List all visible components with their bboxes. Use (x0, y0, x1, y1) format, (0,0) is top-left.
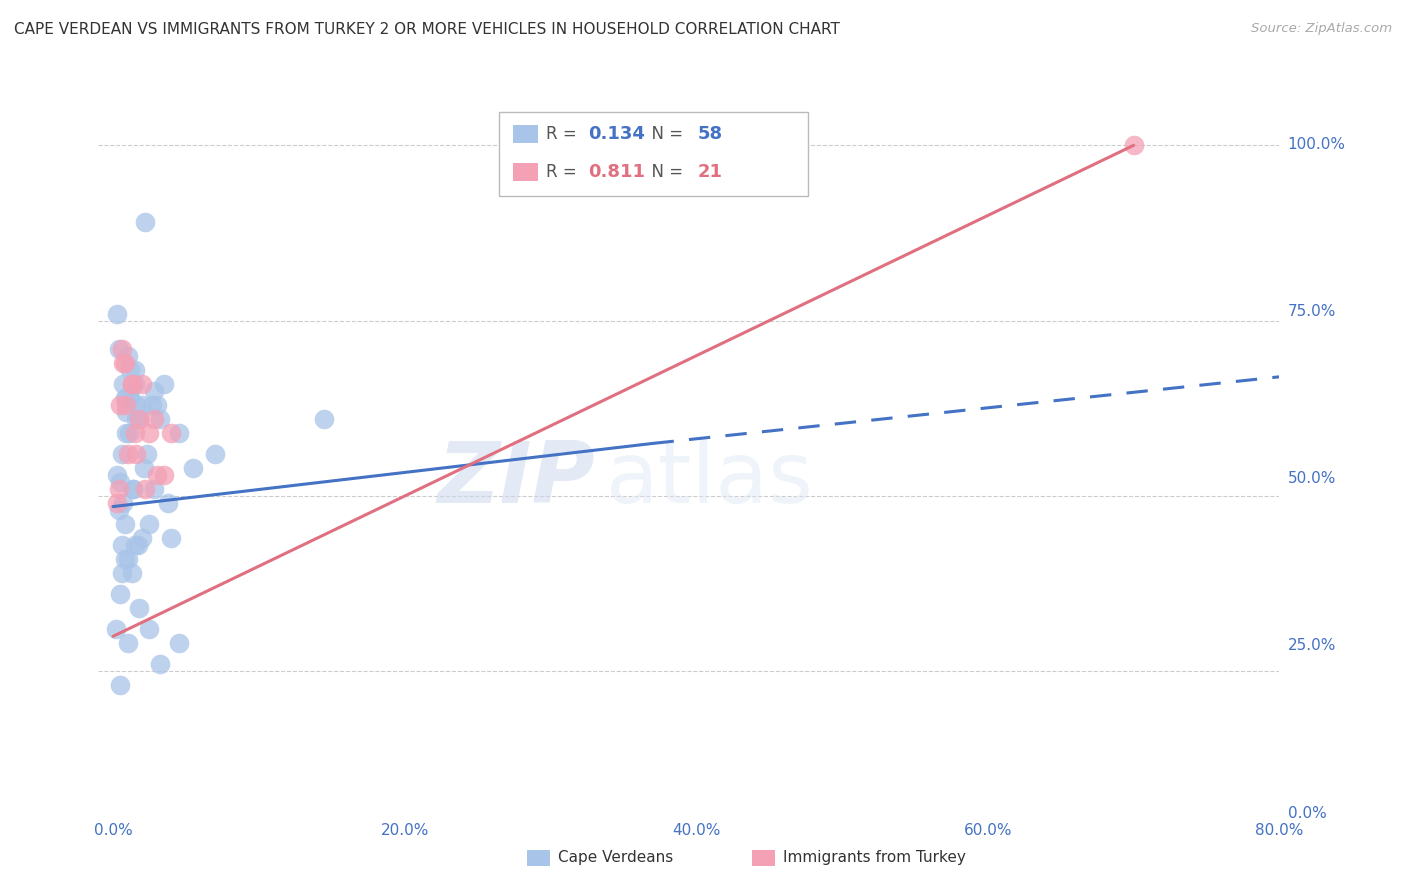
Point (105, 496, 128, 510)
Text: N =: N = (641, 125, 689, 143)
Point (114, 356, 136, 370)
Point (121, 376, 143, 391)
Point (128, 601, 150, 615)
Point (121, 376, 143, 391)
Text: 0.811: 0.811 (588, 163, 645, 181)
Point (160, 531, 183, 545)
Point (131, 376, 153, 391)
Point (105, 307, 128, 321)
Point (120, 391, 142, 405)
Point (1122, 138, 1144, 153)
Text: ZIP: ZIP (437, 438, 595, 521)
Point (153, 468, 176, 483)
Point (122, 482, 145, 496)
Point (115, 391, 138, 405)
Point (125, 412, 148, 426)
Point (117, 349, 139, 363)
Text: Cape Verdeans: Cape Verdeans (558, 850, 673, 864)
Text: atlas: atlas (606, 438, 814, 521)
Point (117, 552, 139, 566)
Point (131, 531, 153, 545)
Text: R =: R = (546, 125, 582, 143)
Point (110, 678, 132, 692)
Point (110, 587, 132, 601)
Point (111, 342, 134, 356)
Point (108, 503, 131, 517)
Point (115, 405, 138, 419)
Text: R =: R = (546, 163, 582, 181)
Point (127, 538, 149, 552)
Point (314, 412, 336, 426)
Point (112, 496, 135, 510)
Point (104, 623, 127, 637)
Point (112, 356, 135, 370)
Point (138, 517, 160, 532)
Point (115, 398, 138, 412)
Point (145, 398, 167, 412)
Point (120, 363, 142, 377)
Point (108, 342, 131, 356)
Point (131, 398, 153, 412)
Point (142, 412, 165, 426)
Point (114, 391, 136, 405)
Point (115, 425, 138, 440)
Point (111, 538, 134, 552)
Point (204, 447, 226, 461)
Text: 58: 58 (697, 125, 723, 143)
Point (125, 447, 148, 461)
Point (110, 398, 132, 412)
Point (111, 566, 134, 581)
Point (120, 391, 142, 405)
Point (111, 447, 134, 461)
Point (181, 461, 204, 475)
Point (149, 412, 172, 426)
Point (160, 425, 183, 440)
Point (134, 215, 156, 229)
Point (167, 636, 190, 650)
Point (124, 425, 146, 440)
Text: Source: ZipAtlas.com: Source: ZipAtlas.com (1251, 22, 1392, 36)
Point (125, 398, 148, 412)
Point (142, 482, 165, 496)
Point (114, 552, 136, 566)
Point (124, 538, 146, 552)
Text: 21: 21 (697, 163, 723, 181)
Point (117, 636, 139, 650)
Point (141, 398, 163, 412)
Text: CAPE VERDEAN VS IMMIGRANTS FROM TURKEY 2 OR MORE VEHICLES IN HOUSEHOLD CORRELATI: CAPE VERDEAN VS IMMIGRANTS FROM TURKEY 2… (14, 22, 839, 37)
Text: Immigrants from Turkey: Immigrants from Turkey (783, 850, 966, 864)
Point (142, 384, 165, 398)
Point (138, 623, 160, 637)
Point (149, 657, 172, 672)
Point (132, 461, 155, 475)
Point (117, 447, 139, 461)
Point (128, 412, 150, 426)
Point (167, 425, 190, 440)
Point (135, 447, 157, 461)
Point (112, 376, 135, 391)
Text: N =: N = (641, 163, 689, 181)
Point (124, 376, 146, 391)
Point (153, 376, 176, 391)
Point (128, 412, 150, 426)
Point (114, 517, 136, 532)
Point (121, 566, 143, 581)
Point (105, 468, 128, 483)
Point (157, 496, 180, 510)
Point (122, 482, 145, 496)
Point (138, 425, 160, 440)
Point (118, 425, 141, 440)
Point (110, 475, 132, 489)
Point (124, 363, 146, 377)
Point (108, 482, 131, 496)
Text: 0.134: 0.134 (588, 125, 644, 143)
Point (145, 468, 167, 483)
Point (134, 482, 156, 496)
